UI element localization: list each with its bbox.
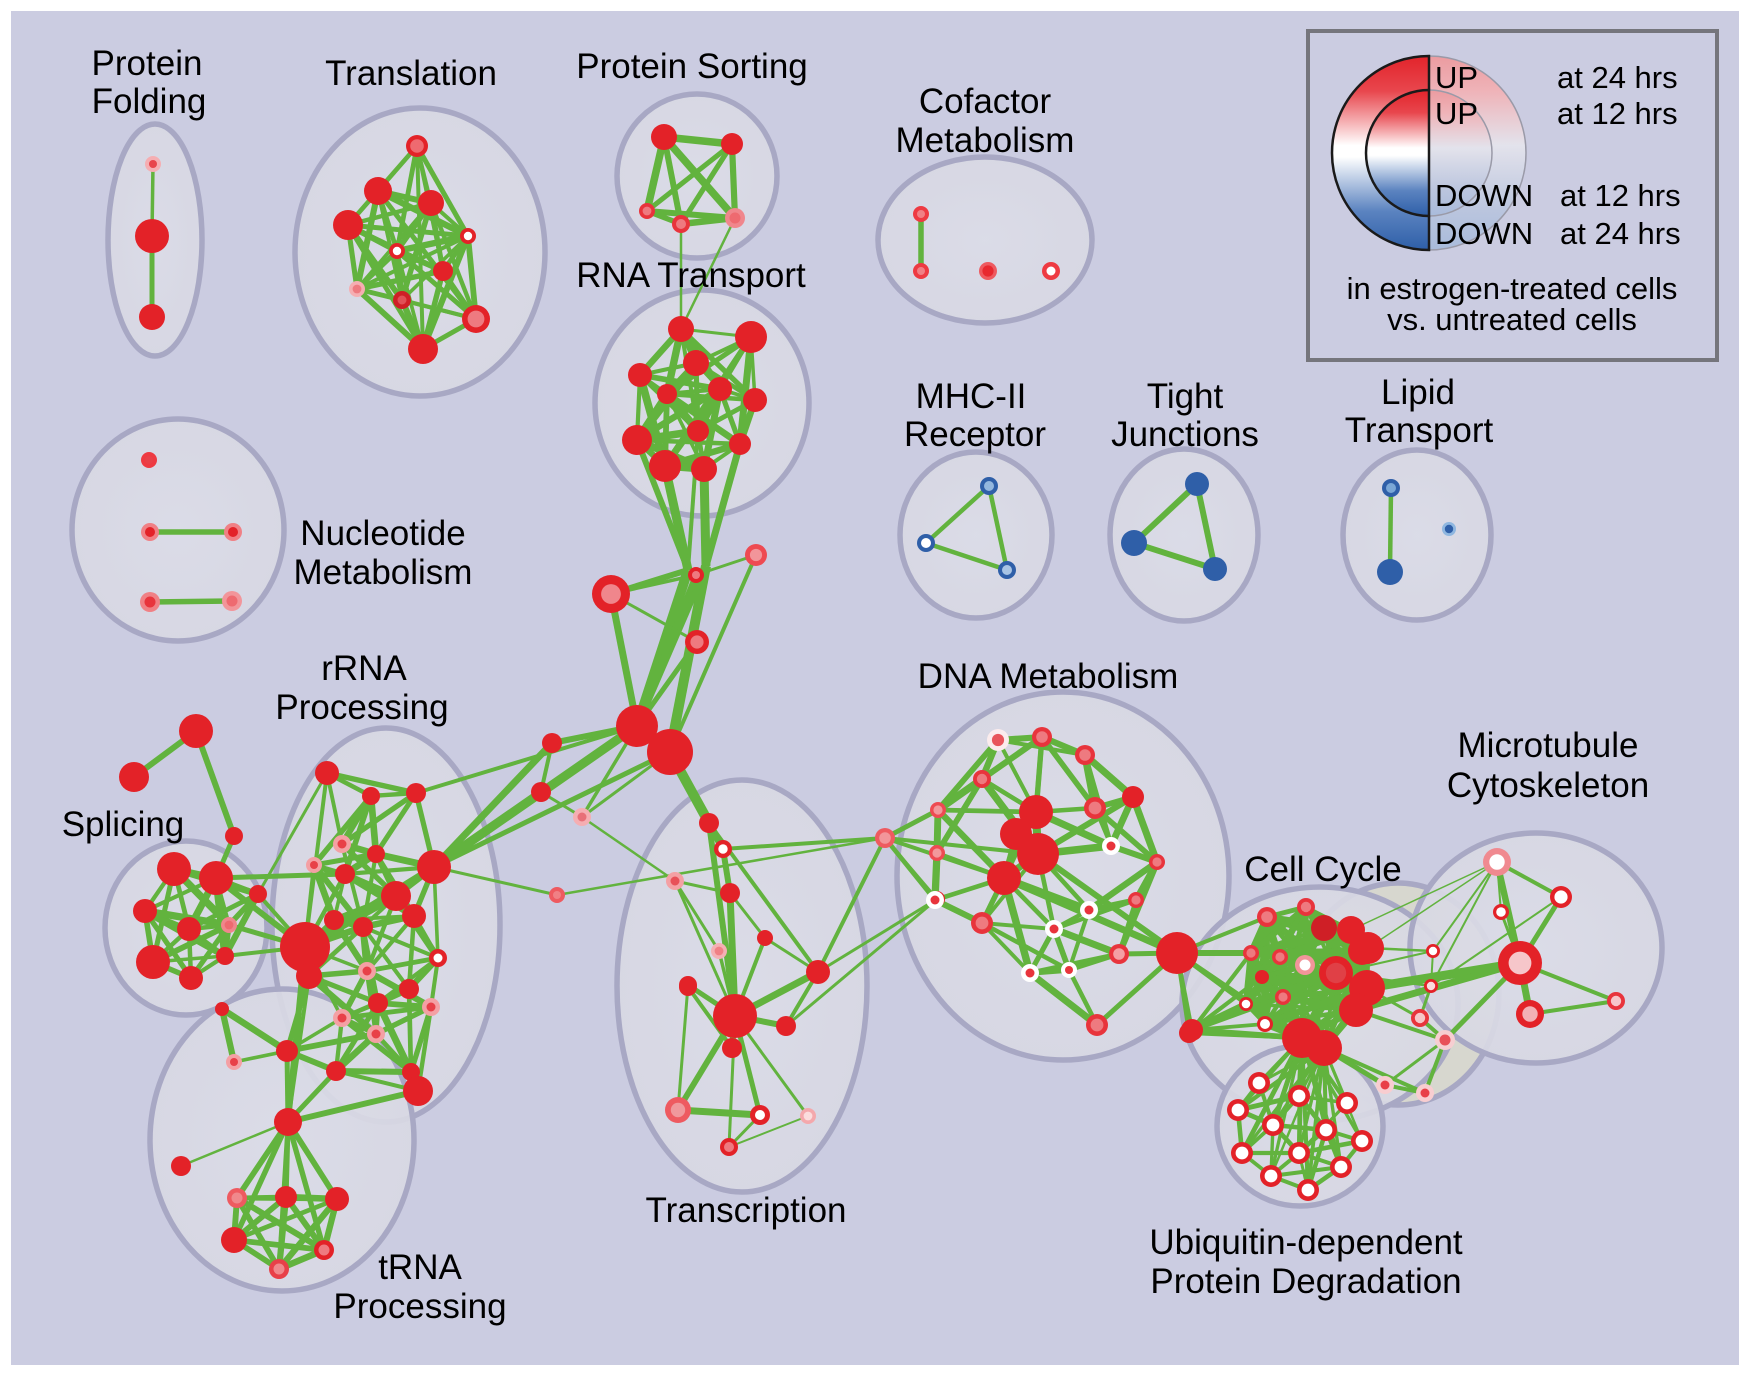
- svg-text:Microtubule: Microtubule: [1458, 726, 1639, 765]
- svg-text:at 12 hrs: at 12 hrs: [1560, 178, 1681, 213]
- svg-text:tRNA: tRNA: [378, 1248, 462, 1287]
- svg-text:Metabolism: Metabolism: [294, 553, 473, 592]
- svg-text:UP: UP: [1435, 96, 1478, 131]
- svg-text:DOWN: DOWN: [1435, 216, 1533, 251]
- svg-text:Junctions: Junctions: [1111, 415, 1259, 454]
- svg-text:Metabolism: Metabolism: [896, 121, 1075, 160]
- svg-text:Protein Sorting: Protein Sorting: [576, 47, 808, 86]
- svg-text:Cell Cycle: Cell Cycle: [1244, 850, 1402, 889]
- svg-text:at 12 hrs: at 12 hrs: [1557, 96, 1678, 131]
- svg-text:Splicing: Splicing: [62, 805, 185, 844]
- svg-text:RNA Transport: RNA Transport: [576, 256, 806, 295]
- svg-text:UP: UP: [1435, 60, 1478, 95]
- svg-text:Tight: Tight: [1147, 377, 1224, 416]
- svg-text:Ubiquitin-dependent: Ubiquitin-dependent: [1149, 1223, 1463, 1262]
- svg-text:vs. untreated cells: vs. untreated cells: [1387, 302, 1637, 337]
- svg-text:Transcription: Transcription: [646, 1191, 847, 1230]
- svg-text:in estrogen-treated cells: in estrogen-treated cells: [1347, 271, 1678, 306]
- svg-text:at 24 hrs: at 24 hrs: [1560, 216, 1681, 251]
- svg-text:Processing: Processing: [333, 1287, 506, 1326]
- svg-text:at 24 hrs: at 24 hrs: [1557, 60, 1678, 95]
- svg-text:Nucleotide: Nucleotide: [300, 514, 465, 553]
- svg-text:Cofactor: Cofactor: [919, 82, 1052, 121]
- svg-text:MHC-II: MHC-II: [916, 377, 1027, 416]
- svg-text:Translation: Translation: [325, 54, 497, 93]
- svg-text:Lipid: Lipid: [1381, 373, 1455, 412]
- svg-text:Protein Degradation: Protein Degradation: [1150, 1262, 1461, 1301]
- svg-text:Processing: Processing: [275, 688, 448, 727]
- svg-text:rRNA: rRNA: [321, 649, 407, 688]
- svg-text:Cytoskeleton: Cytoskeleton: [1447, 766, 1649, 805]
- svg-text:Transport: Transport: [1345, 411, 1494, 450]
- svg-text:Receptor: Receptor: [904, 415, 1046, 454]
- svg-text:Protein: Protein: [92, 44, 203, 83]
- svg-text:Folding: Folding: [92, 82, 207, 121]
- svg-text:DOWN: DOWN: [1435, 178, 1533, 213]
- svg-text:DNA Metabolism: DNA Metabolism: [918, 657, 1179, 696]
